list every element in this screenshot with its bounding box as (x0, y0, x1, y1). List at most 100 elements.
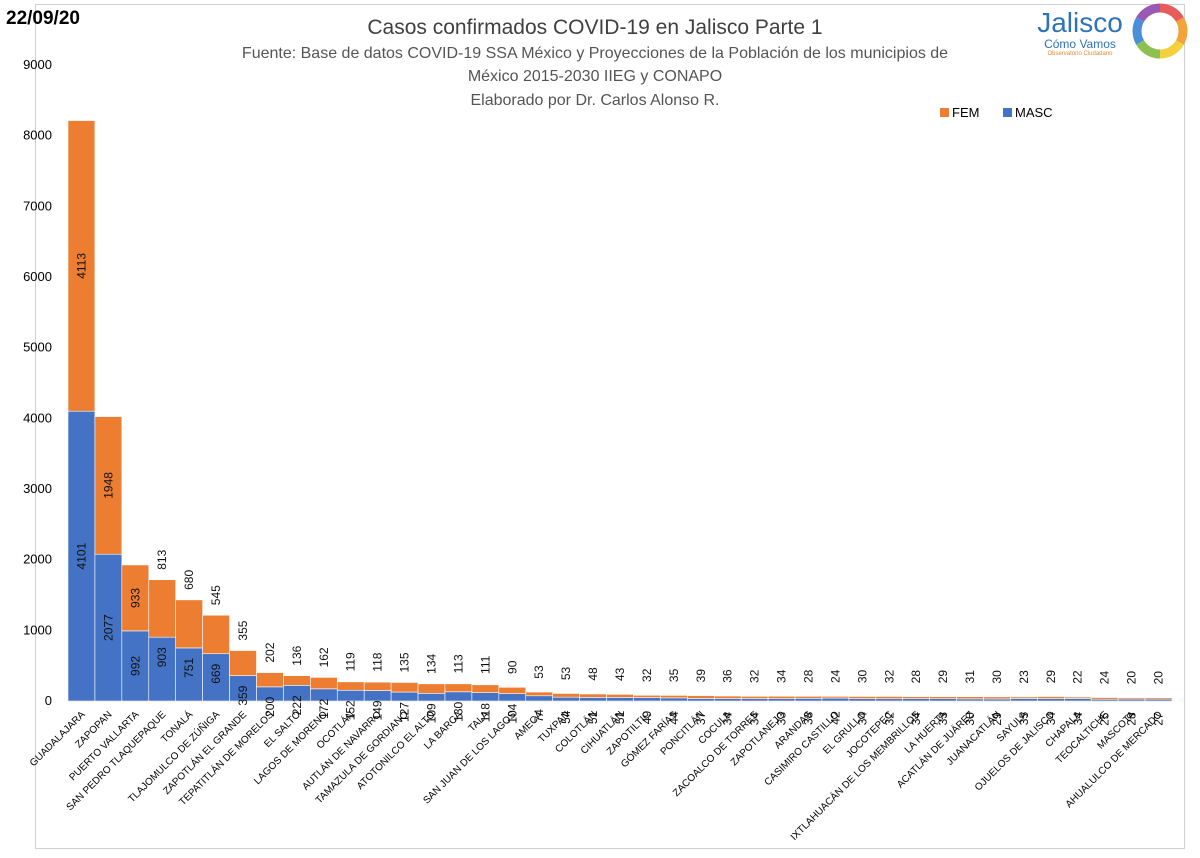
bar-masc (336, 689, 365, 702)
bar-fem (148, 579, 177, 638)
data-label-masc: 38 (801, 711, 815, 725)
data-label-fem: 29 (936, 670, 950, 684)
legend-swatch-fem (940, 108, 949, 117)
data-label-masc: 2077 (101, 614, 115, 641)
data-label-masc: 903 (155, 647, 169, 667)
bar-fem (713, 695, 742, 699)
data-label-fem: 30 (990, 670, 1004, 684)
data-label-masc: 33 (775, 712, 789, 726)
data-label-fem: 24 (828, 669, 842, 683)
logo-tagline: Observatorio Ciudadano (1047, 51, 1113, 57)
bar-masc (633, 697, 661, 702)
data-label-fem: 111 (478, 655, 492, 674)
bar-masc (148, 636, 177, 702)
bar-masc (471, 692, 500, 702)
legend-swatch-masc (1003, 108, 1012, 117)
logo-subtitle: Cómo Vamos (1044, 37, 1116, 51)
bar-fem (579, 693, 607, 698)
chart-frame (35, 4, 1185, 849)
data-label-fem: 4113 (74, 253, 88, 279)
logo-ring-segment (1159, 3, 1184, 23)
data-label-fem: 113 (451, 654, 465, 673)
data-label-masc: 149 (371, 700, 385, 720)
bar-fem (821, 696, 850, 699)
bar-fem (94, 416, 123, 555)
data-label-masc: 44 (667, 711, 681, 725)
data-label-fem: 933 (128, 588, 142, 608)
data-label-fem: 135 (398, 652, 412, 672)
bar-masc (390, 691, 419, 702)
bar-masc (848, 698, 877, 702)
bar-fem (956, 696, 984, 700)
bar-masc (660, 697, 688, 702)
source-line-1: Fuente: Base de datos COVID-19 SSA Méxic… (241, 45, 949, 62)
bar-fem (525, 691, 553, 697)
data-label-fem: 118 (371, 652, 385, 671)
bars: 4101411320771948992933903813751680669545… (67, 120, 1173, 726)
bar-fem (794, 696, 823, 699)
bar-fem (875, 696, 904, 700)
data-label-masc: 49 (640, 711, 654, 725)
x-category-label: SAN PEDRO TLAQUEPAQUE (65, 709, 169, 813)
bar-fem (902, 696, 930, 699)
data-label-fem: 162 (317, 647, 331, 667)
data-label-fem: 28 (801, 669, 815, 683)
data-label-fem: 43 (613, 667, 627, 681)
data-label-masc: 74 (532, 709, 546, 723)
bar-masc (552, 696, 580, 702)
bar-fem (1063, 696, 1092, 699)
y-tick-label: 3000 (23, 481, 52, 496)
data-label-fem: 53 (559, 666, 573, 680)
data-label-fem: 20 (1152, 671, 1166, 685)
logo: Jalisco Cómo Vamos Observatorio Ciudadan… (1030, 8, 1130, 58)
bar-masc (498, 693, 527, 702)
data-label-fem: 32 (882, 669, 896, 683)
bar-masc (1037, 698, 1065, 702)
data-label-masc: 29 (990, 712, 1004, 726)
data-label-masc: 34 (1044, 712, 1058, 726)
data-label-fem: 136 (290, 645, 304, 665)
bar-masc (1063, 698, 1092, 702)
bar-fem (929, 696, 957, 699)
author-line: Elaborado por Dr. Carlos Alonso R. (470, 92, 720, 109)
data-label-fem: 34 (775, 669, 789, 683)
data-label-fem: 813 (155, 549, 169, 569)
data-label-fem: 202 (263, 642, 277, 662)
data-label-fem: 29 (1044, 670, 1058, 684)
data-label-masc: 34 (721, 712, 735, 726)
y-tick-label: 9000 (23, 57, 52, 72)
data-label-fem: 23 (1017, 670, 1031, 684)
legend: FEM MASC (940, 105, 1053, 120)
x-category-label: PONCITLÁN (657, 708, 707, 758)
data-label-masc: 25 (1098, 712, 1112, 726)
bar-masc (1010, 698, 1038, 702)
bar-fem (390, 682, 419, 693)
bar-fem (552, 693, 580, 698)
y-tick-label: 8000 (23, 128, 52, 143)
data-label-masc: 51 (586, 710, 600, 724)
x-category-label: TEPATITLÁN DE MORELOS (176, 708, 276, 808)
bar-masc (713, 698, 742, 702)
y-tick-label: 1000 (23, 622, 52, 637)
bar-fem (1090, 697, 1119, 700)
data-label-masc: 118 (478, 703, 492, 722)
data-label-fem: 48 (586, 667, 600, 681)
source-line-2: México 2015-2030 IIEG y CONAPO (467, 68, 723, 85)
data-label-masc: 34 (855, 712, 869, 726)
bar-masc (417, 692, 446, 702)
data-label-masc: 751 (182, 658, 196, 678)
bar-masc (525, 695, 553, 702)
bar-fem (444, 683, 473, 693)
data-label-masc: 54 (559, 710, 573, 724)
data-label-masc: 37 (694, 711, 708, 725)
bar-fem (229, 650, 257, 676)
bar-fem (633, 694, 661, 698)
bar-fem (606, 694, 634, 698)
bar-masc (363, 690, 392, 702)
logo-ring-segment (1136, 3, 1161, 23)
bar-fem (417, 683, 446, 694)
data-label-fem: 355 (236, 620, 250, 640)
bar-fem (1037, 696, 1065, 699)
bar-masc (983, 698, 1011, 702)
